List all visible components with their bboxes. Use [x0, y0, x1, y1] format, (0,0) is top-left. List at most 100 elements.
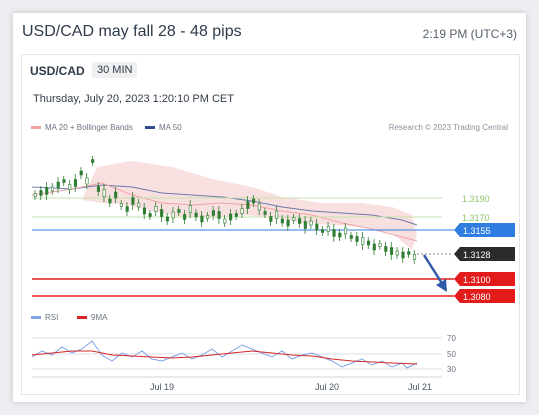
candle-body [45, 187, 49, 195]
rsi-tick-30: 30 [447, 365, 456, 374]
candle-body [280, 218, 284, 224]
candle-body [91, 159, 95, 163]
candle-body [114, 191, 118, 199]
candle-body [326, 226, 330, 232]
candle-body [50, 186, 55, 192]
candle-body [269, 216, 273, 222]
candle-body [246, 201, 250, 209]
level-label-2: 1.3170 [462, 213, 490, 223]
candle-body [96, 186, 101, 192]
candle-body [85, 177, 89, 185]
rsi-legend-label: RSI [45, 313, 58, 322]
candle-body [183, 214, 187, 220]
candle-body [240, 208, 244, 214]
candle-body [366, 240, 371, 246]
x-tick-jul19: Jul 19 [150, 382, 174, 392]
rsi-tick-70: 70 [447, 334, 456, 343]
candle-body [39, 190, 43, 196]
level-label-4: 1.3128 [463, 250, 491, 260]
candle-body [257, 203, 261, 211]
candlesticks [33, 156, 417, 264]
ma9-legend-label: 9MA [91, 313, 108, 322]
ma9-line [31, 350, 418, 365]
candle-body [315, 223, 319, 231]
candle-body [171, 211, 175, 219]
candle-body [395, 250, 399, 256]
candle-body [108, 198, 112, 204]
candle-body [234, 213, 238, 217]
level-tag-3 [454, 223, 515, 237]
candle-body [303, 221, 307, 229]
candle-body [79, 170, 83, 176]
candle-body [321, 229, 325, 233]
card-title: USD/CAD may fall 28 - 48 pips [22, 23, 242, 40]
candle-body [349, 235, 353, 239]
candle-body [154, 206, 158, 212]
ma20-legend-label: MA 20 + Bollinger Bands [45, 123, 133, 132]
ma9-legend-swatch [77, 316, 87, 319]
candle-body [338, 232, 342, 238]
interval-badge: 30 MIN [92, 62, 138, 78]
candle-body [263, 211, 267, 215]
candle-body [211, 210, 215, 216]
candle-body [292, 217, 296, 221]
candle-body [332, 229, 336, 237]
candle-body [148, 213, 152, 217]
ma50-legend-label: MA 50 [159, 123, 182, 132]
candle-body [372, 243, 376, 251]
candle-body [102, 189, 106, 197]
level-tag-4 [454, 247, 515, 261]
level-tag-5 [454, 272, 515, 286]
candle-body [412, 254, 417, 260]
candle-body [378, 243, 382, 247]
chart-panel: USD/CAD 30 MIN Thursday, July 20, 2023 1… [21, 54, 520, 395]
candle-body [298, 218, 302, 224]
level-label-5: 1.3100 [463, 275, 491, 285]
candle-body [252, 198, 256, 204]
candle-body [188, 205, 192, 213]
candle-body [160, 209, 164, 217]
rsi-tick-50: 50 [447, 350, 456, 359]
candle-body [206, 215, 210, 219]
candle-body [142, 207, 146, 215]
candle-body [217, 211, 221, 219]
x-tick-jul20: Jul 20 [315, 382, 339, 392]
candle-body [62, 179, 66, 183]
candle-body [355, 236, 359, 242]
candle-body [177, 209, 181, 213]
ma20-line [31, 182, 418, 242]
candle-body [68, 184, 72, 190]
candle-body [389, 247, 394, 255]
candle-body [56, 181, 60, 189]
level-label-3: 1.3155 [463, 226, 491, 236]
rsi-legend-swatch [31, 316, 41, 319]
candle-body [200, 215, 204, 223]
candle-body [229, 213, 233, 221]
candle-body [73, 179, 78, 187]
x-tick-jul21: Jul 21 [408, 382, 432, 392]
ma20-legend-swatch [31, 126, 41, 129]
candle-body [343, 227, 348, 235]
candle-body [407, 251, 411, 255]
bollinger-band [82, 161, 417, 250]
chart-date: Thursday, July 20, 2023 1:20:10 PM CET [33, 93, 234, 105]
level-label-1: 1.3190 [462, 194, 490, 204]
candle-body [309, 220, 313, 226]
level-tag-6 [454, 289, 515, 303]
candle-body [125, 206, 129, 212]
candle-body [33, 193, 37, 197]
candle-body [361, 237, 365, 245]
candle-body [137, 202, 141, 208]
candle-body [223, 218, 227, 224]
candle-body [194, 212, 198, 218]
candle-body [275, 211, 279, 219]
pair-label: USD/CAD [30, 64, 85, 78]
forecast-arrow-head [436, 279, 447, 292]
timestamp: 2:19 PM (UTC+3) [422, 27, 517, 41]
credit-label: Research © 2023 Trading Central [389, 123, 509, 132]
candle-body [384, 246, 388, 252]
candle-body [165, 216, 169, 222]
candle-body [286, 219, 290, 227]
level-label-6: 1.3080 [463, 292, 491, 302]
candle-body [119, 203, 123, 207]
